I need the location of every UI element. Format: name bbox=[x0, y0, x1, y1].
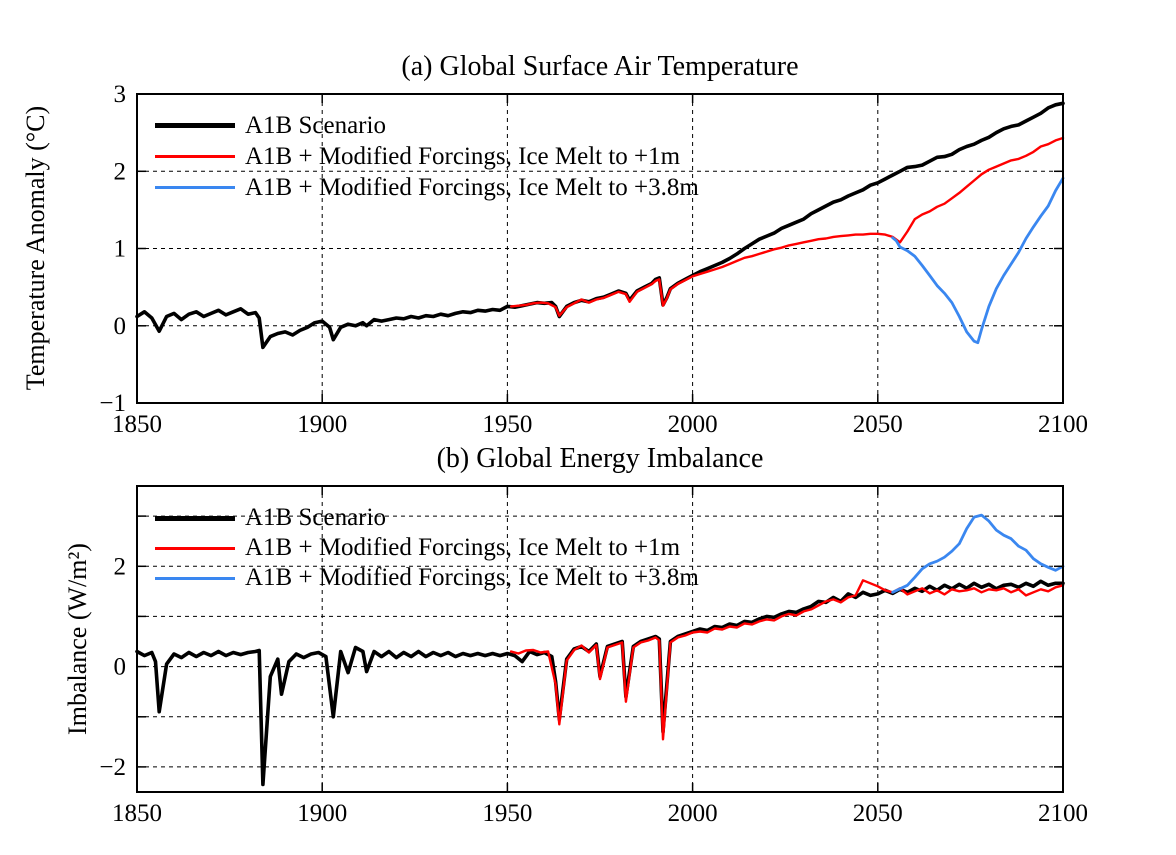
legend-item-icemelt-3-8m: A1B + Modified Forcings, Ice Melt to +3.… bbox=[155, 172, 699, 203]
panel-b-legend: A1B Scenario A1B + Modified Forcings, Ic… bbox=[155, 503, 699, 593]
x-tick-label: 1850 bbox=[112, 800, 162, 827]
series-line-panel0-2 bbox=[891, 176, 1065, 345]
series-line-panel0-1 bbox=[509, 136, 1065, 317]
legend-label: A1B Scenario bbox=[245, 504, 386, 531]
x-tick-label: 1850 bbox=[112, 411, 162, 438]
y-tick-label: −2 bbox=[99, 754, 126, 781]
legend-item-a1b: A1B Scenario bbox=[155, 110, 699, 141]
legend-item-icemelt-1m: A1B + Modified Forcings, Ice Melt to +1m bbox=[155, 533, 699, 563]
legend-line-swatch-blue bbox=[155, 576, 235, 580]
y-tick-label: 2 bbox=[114, 158, 127, 185]
legend-line-swatch-red bbox=[155, 546, 235, 550]
x-tick-label: 1900 bbox=[297, 800, 347, 827]
x-tick-label: 1950 bbox=[482, 800, 532, 827]
legend-label: A1B Scenario bbox=[245, 111, 386, 139]
legend-label: A1B + Modified Forcings, Ice Melt to +1m bbox=[245, 534, 681, 561]
panel-a-y-axis-label: Temperature Anomaly (°C) bbox=[21, 105, 50, 391]
x-tick-label: 1900 bbox=[297, 411, 347, 438]
series-line-panel1-1 bbox=[509, 579, 1065, 741]
y-tick-label: 0 bbox=[114, 654, 127, 681]
panel-a-legend: A1B Scenario A1B + Modified Forcings, Ic… bbox=[155, 110, 699, 203]
panel-b-title: (b) Global Energy Imbalance bbox=[436, 443, 764, 474]
plot-border-panel1 bbox=[136, 485, 1064, 793]
x-tick-label: 2100 bbox=[1038, 411, 1088, 438]
y-tick-label: 3 bbox=[114, 81, 127, 108]
y-tick-label: 1 bbox=[114, 236, 127, 263]
x-tick-label: 2000 bbox=[668, 411, 718, 438]
legend-line-swatch-blue bbox=[155, 186, 235, 189]
legend-item-a1b: A1B Scenario bbox=[155, 503, 699, 533]
legend-line-swatch-black bbox=[155, 123, 235, 128]
legend-item-icemelt-3-8m: A1B + Modified Forcings, Ice Melt to +3.… bbox=[155, 563, 699, 593]
x-tick-label: 2050 bbox=[853, 411, 903, 438]
y-tick-label: 2 bbox=[114, 553, 127, 580]
legend-label: A1B + Modified Forcings, Ice Melt to +3.… bbox=[245, 173, 699, 201]
legend-line-swatch-black bbox=[155, 515, 235, 521]
y-tick-label: 0 bbox=[114, 313, 127, 340]
legend-item-icemelt-1m: A1B + Modified Forcings, Ice Melt to +1m bbox=[155, 141, 699, 172]
x-tick-label: 2050 bbox=[853, 800, 903, 827]
x-tick-label: 2100 bbox=[1038, 800, 1088, 827]
legend-label: A1B + Modified Forcings, Ice Melt to +3.… bbox=[245, 564, 699, 591]
x-tick-label: 2000 bbox=[668, 800, 718, 827]
series-line-panel1-0 bbox=[135, 579, 1065, 787]
panel-a-title: (a) Global Surface Air Temperature bbox=[401, 51, 799, 82]
x-tick-label: 1950 bbox=[482, 411, 532, 438]
y-tick-label: −1 bbox=[99, 390, 126, 417]
legend-label: A1B + Modified Forcings, Ice Melt to +1m bbox=[245, 142, 681, 170]
panel-b-y-axis-label: Imbalance (W/m²) bbox=[63, 543, 92, 735]
series-line-panel1-2 bbox=[891, 513, 1065, 594]
legend-line-swatch-red bbox=[155, 155, 235, 158]
